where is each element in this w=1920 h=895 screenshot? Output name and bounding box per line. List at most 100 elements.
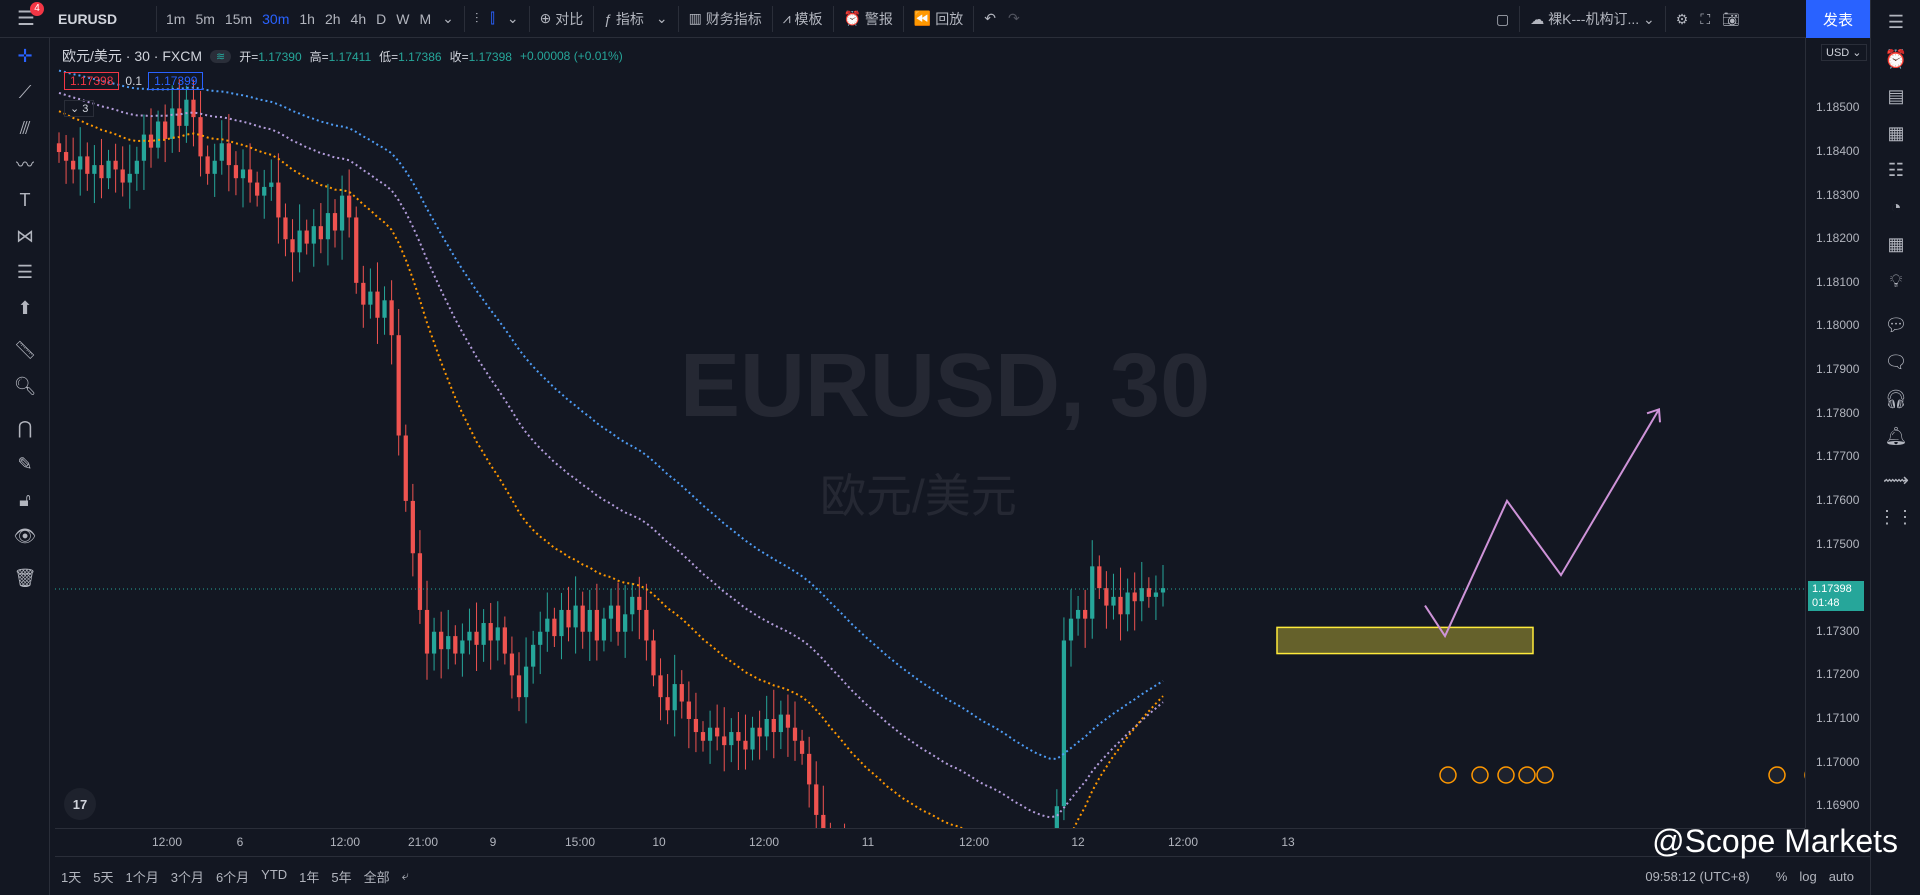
xabcd-tool[interactable]: ⋈ <box>0 218 50 254</box>
log-toggle[interactable]: log <box>1799 869 1817 884</box>
time-tick-label: 15:00 <box>564 835 596 849</box>
chats-button[interactable]: 💬︎ <box>1871 307 1920 343</box>
candle-style-button[interactable]: ⫿ <box>484 0 500 38</box>
icon-tool[interactable]: ⬆ <box>0 290 50 326</box>
range-2[interactable]: 1个月 <box>125 869 159 885</box>
auto-toggle[interactable]: auto <box>1828 869 1854 884</box>
crosshair-tool[interactable]: ✛ <box>0 38 50 74</box>
publish-button[interactable]: 发表 <box>1806 0 1870 38</box>
zoom-tool[interactable]: 🔍︎ <box>0 368 50 404</box>
currency-selector[interactable]: USD ⌄ <box>1821 44 1867 61</box>
price-axis[interactable]: USD ⌄ 1.18500 1.18400 1.18300 1.18200 1.1810… <box>1805 38 1870 828</box>
calendar-jump-icon: ⤶ <box>401 868 409 883</box>
chart-type-dropdown[interactable]: ⌄ <box>501 0 525 38</box>
range-6[interactable]: 1年 <box>299 869 320 885</box>
streams-button[interactable]: 🗨︎ <box>1871 344 1920 380</box>
replay-label: 回放 <box>935 10 964 27</box>
candle-body <box>715 727 720 737</box>
redo-button[interactable]: ↷ <box>1002 0 1026 38</box>
data-window-button[interactable]: ▤ <box>1871 78 1920 114</box>
settings-button[interactable]: ⚙ <box>1670 0 1695 38</box>
prediction-tool[interactable]: ☰ <box>0 254 50 290</box>
interval-D[interactable]: D <box>376 10 387 27</box>
time-axis[interactable]: 12:00 6 12:00 21:00 9 15:00 10 12:00 11 12:00 12 12… <box>55 828 1805 854</box>
fib-tool[interactable]: ⫻ <box>0 110 50 146</box>
menu-button[interactable]: ☰ 4 <box>0 0 52 38</box>
indicators-dropdown[interactable]: ⌄ <box>650 0 674 38</box>
help-button[interactable]: 🎧︎ <box>1871 381 1920 417</box>
clock[interactable]: 09:58:12 (UTC+8) <box>1645 869 1750 884</box>
watchlist-button[interactable]: ☰ <box>1871 4 1920 40</box>
alert-button[interactable]: ⏰ 警报 <box>838 0 899 38</box>
candle-body <box>134 160 139 174</box>
calendar-grid-button[interactable]: ▦ <box>1871 226 1920 262</box>
tradingview-logo[interactable]: 17 <box>64 788 96 820</box>
financials-button[interactable]: ▥ 财务指标 <box>683 0 768 38</box>
replay-button[interactable]: ⏪ 回放 <box>908 0 969 38</box>
price-chart[interactable] <box>55 38 1805 828</box>
text-tool[interactable]: T <box>0 182 50 218</box>
interval-dropdown[interactable]: ⌄ <box>436 0 460 38</box>
hotlist-button[interactable]: ☷ <box>1871 152 1920 188</box>
interval-1m[interactable]: 1m <box>166 10 186 27</box>
indicators-button[interactable]: ƒ 指标 <box>598 0 650 38</box>
interval-30m[interactable]: 30m <box>262 10 290 27</box>
notifications-button[interactable]: 🔔︎ <box>1871 418 1920 454</box>
interval-1h[interactable]: 1h <box>299 10 315 27</box>
range-8[interactable]: 全部 <box>363 869 390 885</box>
interval-M[interactable]: M <box>419 10 432 27</box>
goto-date-button[interactable]: ⤶ <box>396 868 415 884</box>
last-price-value: 1.17398 <box>1812 583 1852 595</box>
candle-body <box>283 217 288 240</box>
fullscreen-toggle[interactable]: ▢ <box>1490 0 1515 38</box>
candle-body <box>608 605 614 619</box>
price-tick-label: 1.18400 <box>1816 144 1860 159</box>
range-4[interactable]: 6个月 <box>215 869 250 885</box>
bar-style-button[interactable]: ⫶ <box>469 0 485 38</box>
object-tree-button[interactable]: ⋮⋮ <box>1871 499 1920 535</box>
interval-15m[interactable]: 15m <box>224 10 253 27</box>
percent-toggle[interactable]: % <box>1775 869 1788 884</box>
layout-selector[interactable]: ☁ 裸K---机构订... ⌄ <box>1524 0 1661 38</box>
symbol-search[interactable]: EURUSD <box>58 10 118 27</box>
change-value: +0.00008 (+0.01%) <box>519 49 623 63</box>
candle-body <box>276 182 281 218</box>
buy-button[interactable]: 1.17399 <box>148 72 204 90</box>
templates-button[interactable]: ⩘ 模板 <box>777 0 829 38</box>
stay-drawing-tool[interactable]: ✎ <box>0 446 50 482</box>
news-button[interactable]: ▦ <box>1871 115 1920 151</box>
range-3[interactable]: 3个月 <box>170 869 204 885</box>
sell-button[interactable]: 1.17398 <box>64 72 120 90</box>
range-0[interactable]: 1天 <box>61 869 82 885</box>
camera-icon: 📷︎ <box>1722 10 1740 27</box>
symbol-title[interactable]: 欧元/美元 · 30 · FXCM <box>62 48 203 64</box>
trading-panel-button[interactable]: ⟿ <box>1871 462 1920 498</box>
interval-4h[interactable]: 4h <box>350 10 367 27</box>
alerts-button[interactable]: ⏰ <box>1871 41 1920 77</box>
calendar-button[interactable]: ◔ <box>1871 189 1920 225</box>
hide-drawings-tool[interactable]: 👁︎ <box>0 518 50 554</box>
candle-body <box>1132 592 1137 602</box>
maximize-button[interactable]: ⛶ <box>1694 0 1716 38</box>
top-toolbar: ☰ 4 EURUSD 1m 5m 15m 30m 1h 2h 4h D W M ⌄ ⫶ ⫿ ⌄ ⊕… <box>0 0 1920 38</box>
trendline-tool[interactable]: ⟋ <box>0 74 50 110</box>
interval-2h[interactable]: 2h <box>324 10 341 27</box>
candle-body <box>148 134 154 148</box>
interval-W[interactable]: W <box>396 10 410 27</box>
ruler-tool[interactable]: 📏︎ <box>0 332 50 368</box>
undo-button[interactable]: ↶ <box>978 0 1002 38</box>
indicators-collapse-toggle[interactable]: ⌄ 3 <box>64 100 95 117</box>
snapshot-button[interactable]: 📷︎ <box>1716 0 1746 38</box>
magnet-tool[interactable]: ⋂ <box>0 410 50 446</box>
lock-drawings-tool[interactable]: 🔓︎ <box>0 482 50 518</box>
candle-body <box>318 226 323 240</box>
interval-5m[interactable]: 5m <box>195 10 215 27</box>
range-5[interactable]: YTD <box>261 866 288 882</box>
pattern-tool[interactable]: 〰 <box>0 146 50 182</box>
range-7[interactable]: 5年 <box>331 869 352 885</box>
remove-drawings-tool[interactable]: 🗑︎ <box>0 560 50 596</box>
ideas-button[interactable]: 💡︎ <box>1871 263 1920 299</box>
compare-button[interactable]: ⊕ 对比 <box>534 0 590 38</box>
range-1[interactable]: 5天 <box>93 869 114 885</box>
live-status-badge: ≋ <box>210 49 232 63</box>
